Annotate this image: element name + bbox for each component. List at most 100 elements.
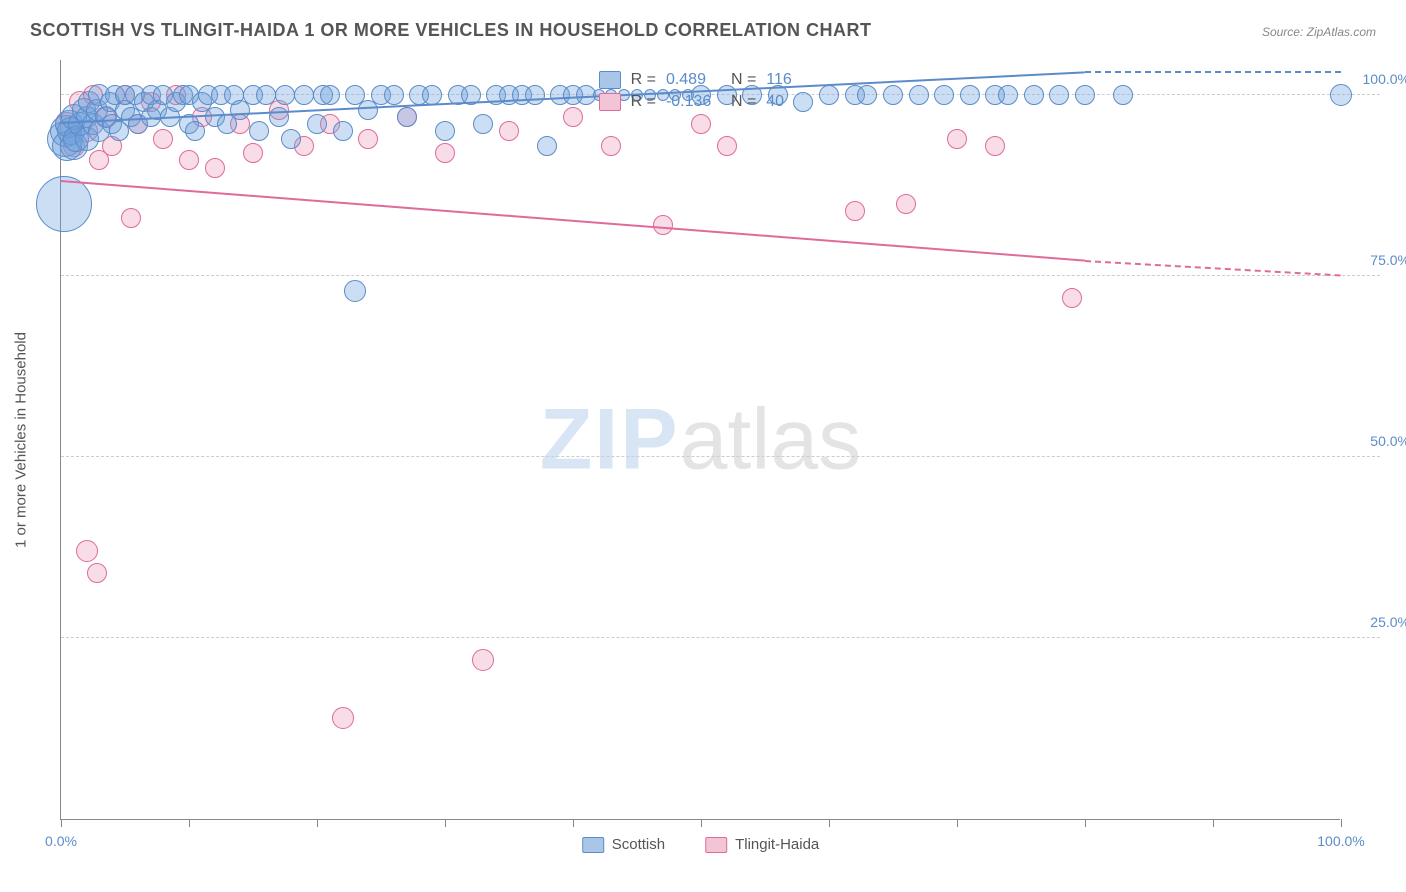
legend-item-tlingit: Tlingit-Haida [705,836,819,853]
chart-title: SCOTTISH VS TLINGIT-HAIDA 1 OR MORE VEHI… [30,20,872,41]
data-point-scottish [435,121,455,141]
data-point-tlingit [205,158,225,178]
watermark: ZIPatlas [540,390,861,489]
legend-swatch-tlingit [705,837,727,853]
data-point-scottish [105,85,125,105]
data-point-scottish [857,85,877,105]
watermark-atlas: atlas [680,391,862,487]
data-point-tlingit [320,114,340,134]
data-point-tlingit [947,129,967,149]
x-tick-label: 100.0% [1317,833,1364,849]
data-point-tlingit [179,150,199,170]
data-point-scottish [845,85,865,105]
data-point-scottish [985,85,1005,105]
data-point-scottish [1113,85,1133,105]
legend-swatch-scottish [582,837,604,853]
data-point-scottish [75,127,99,151]
data-point-scottish [179,85,199,105]
data-point-scottish [358,100,378,120]
data-point-scottish [211,85,231,105]
data-point-tlingit [76,540,98,562]
data-point-tlingit [83,85,103,105]
data-point-scottish [115,85,135,105]
data-point-tlingit [358,129,378,149]
gridline [61,456,1380,457]
data-point-scottish [320,85,340,105]
data-point-scottish [52,131,82,161]
data-point-tlingit [63,135,85,157]
data-point-tlingit [294,136,314,156]
data-point-scottish [141,85,161,105]
x-tick [317,819,318,827]
data-point-tlingit [76,120,98,142]
chart-legend: Scottish Tlingit-Haida [582,836,820,853]
data-point-tlingit [243,143,263,163]
data-point-scottish [550,85,570,105]
data-point-scottish [192,92,212,112]
trend-line-dash-tlingit [1085,260,1341,276]
data-point-scottish [115,100,135,120]
data-point-tlingit [601,136,621,156]
data-point-scottish [243,85,263,105]
data-point-scottish [819,85,839,105]
x-tick [573,819,574,827]
x-tick [1341,819,1342,827]
data-point-tlingit [717,136,737,156]
x-tick [957,819,958,827]
data-point-scottish [499,85,519,105]
stats-swatch-tlingit [599,93,621,111]
trend-line-scottish [61,71,1085,124]
data-point-scottish [1330,84,1352,106]
data-point-scottish [934,85,954,105]
data-point-scottish [313,85,333,105]
data-point-tlingit [332,707,354,729]
data-point-scottish [63,126,89,152]
y-axis-title: 1 or more Vehicles in Household [13,332,30,548]
data-point-tlingit [472,649,494,671]
data-point-scottish [1049,85,1069,105]
data-point-scottish [109,121,129,141]
data-point-scottish [422,85,442,105]
stats-n-value: 116 [766,71,821,89]
data-point-scottish [397,107,417,127]
data-point-tlingit [153,129,173,149]
data-point-scottish [275,85,295,105]
data-point-scottish [409,85,429,105]
data-point-tlingit [89,150,109,170]
stats-n-label: N = [731,93,756,111]
data-point-tlingit [499,121,519,141]
data-point-scottish [72,98,96,122]
data-point-scottish [134,92,154,112]
data-point-scottish [88,120,110,142]
data-point-scottish [173,85,193,105]
data-point-scottish [100,92,120,112]
data-point-scottish [95,106,117,128]
data-point-scottish [125,85,145,105]
gridline [61,275,1380,276]
stats-r-label: R = [631,71,656,89]
x-tick [1213,819,1214,827]
data-point-scottish [55,110,83,138]
x-tick [1085,819,1086,827]
data-point-scottish [333,121,353,141]
data-point-tlingit [896,194,916,214]
stats-box: R = 0.489N = 116R = -0.136N = 40 [599,71,822,111]
data-point-scottish [344,280,366,302]
x-tick [61,819,62,827]
data-point-tlingit [141,92,161,112]
data-point-scottish [998,85,1018,105]
stats-n-label: N = [731,71,756,89]
data-point-scottish [88,84,110,106]
data-point-tlingit [115,85,135,105]
source-link[interactable]: ZipAtlas.com [1307,25,1376,39]
data-point-tlingit [563,107,583,127]
source-attribution: Source: ZipAtlas.com [1262,25,1376,39]
data-point-scottish [525,85,545,105]
y-tick-label: 100.0% [1363,71,1406,87]
data-point-scottish [1075,85,1095,105]
stats-row-scottish: R = 0.489 N = 116 [599,71,822,89]
stats-r-value: 0.489 [666,71,721,89]
data-point-tlingit [166,85,186,105]
data-point-scottish [384,85,404,105]
stats-r-label: R = [631,93,656,111]
